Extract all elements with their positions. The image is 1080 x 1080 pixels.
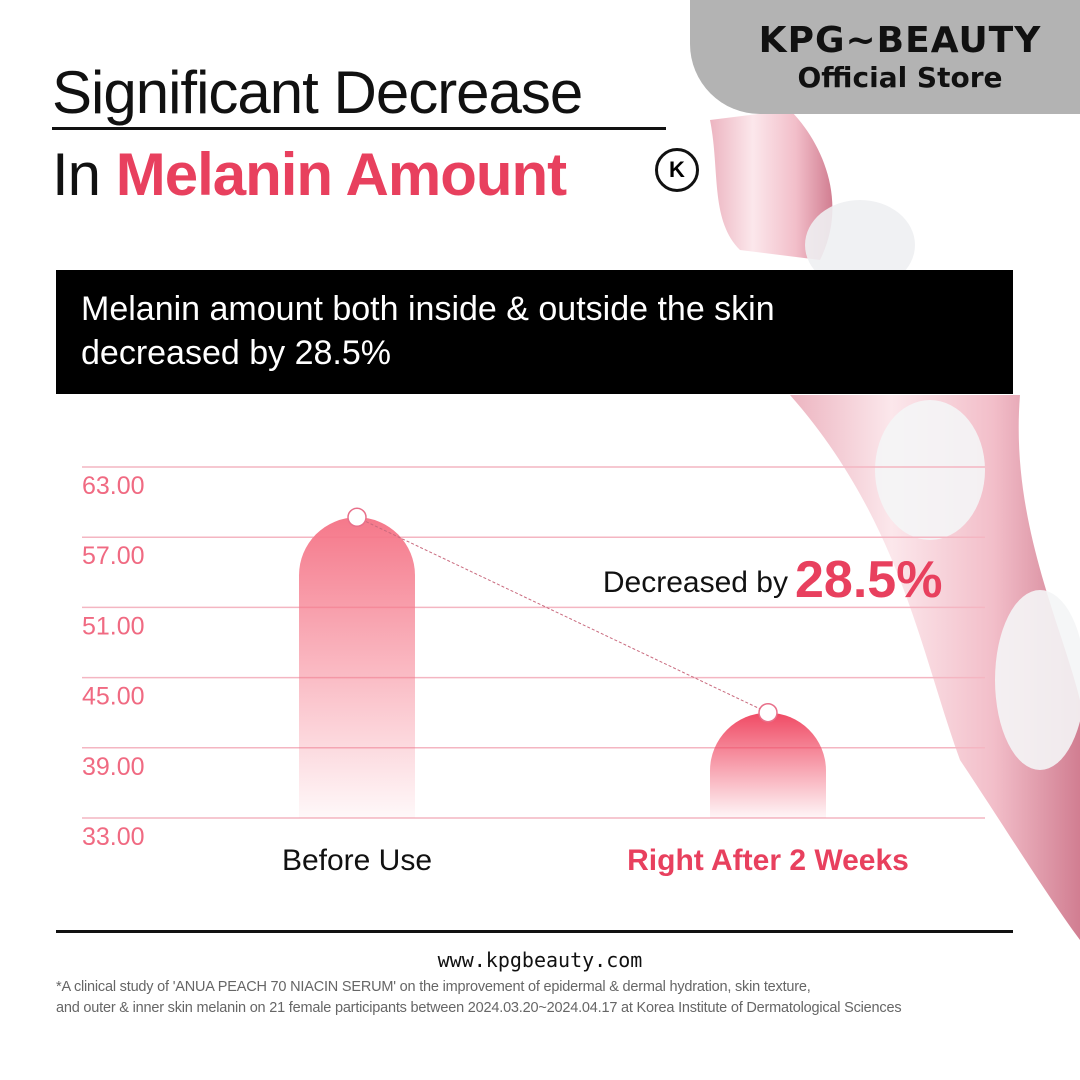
y-tick-label: 45.00 [82, 683, 145, 711]
summary-line2: decreased by 28.5% [81, 334, 391, 372]
trend-line [356, 516, 769, 714]
headline-divider [52, 127, 666, 130]
summary-line1: Melanin amount both inside & outside the… [81, 290, 775, 328]
data-point [347, 507, 367, 528]
website-link[interactable]: www.kpgbeauty.com [437, 948, 643, 972]
x-category-label: Right After 2 Weeks [627, 844, 909, 877]
bar-1 [710, 712, 826, 818]
y-tick-label: 33.00 [82, 823, 145, 851]
store-banner: KPG~BEAUTY Official Store [690, 0, 1080, 114]
footer-divider [56, 930, 1013, 933]
k-logo: K [655, 148, 699, 192]
headline-accent: Melanin Amount [115, 141, 567, 208]
headline-prefix: In [52, 141, 116, 208]
x-category-label: Before Use [282, 844, 432, 877]
study-footnote: *A clinical study of 'ANUA PEACH 70 NIAC… [56, 977, 902, 1019]
data-point [758, 702, 778, 723]
bar-0 [299, 517, 415, 818]
y-tick-label: 57.00 [82, 542, 145, 570]
summary-box: Melanin amount both inside & outside the… [56, 270, 1013, 394]
footnote-line2: and outer & inner skin melanin on 21 fem… [56, 1000, 902, 1016]
y-tick-label: 39.00 [82, 753, 145, 781]
y-tick-label: 51.00 [82, 612, 145, 640]
annotation-value: 28.5% [795, 551, 942, 609]
annotation-prefix: Decreased by [603, 566, 788, 599]
headline-line2: In Melanin Amount [52, 140, 567, 209]
y-tick-label: 63.00 [82, 472, 145, 500]
brand-name: KPG~BEAUTY [758, 20, 1042, 61]
headline-line1: Significant Decrease [52, 59, 583, 126]
footnote-line1: *A clinical study of 'ANUA PEACH 70 NIAC… [56, 979, 811, 995]
brand-subtitle: Official Store [797, 61, 1003, 94]
melanin-chart: 63.00 57.00 51.00 45.00 39.00 33.00 Before Us… [82, 466, 985, 877]
